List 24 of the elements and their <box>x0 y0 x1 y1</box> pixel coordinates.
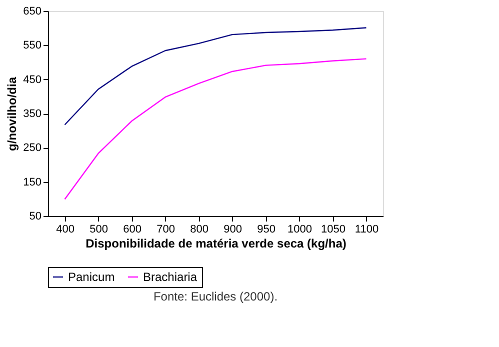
y-tick-label: 350 <box>23 108 42 120</box>
y-tick-label: 250 <box>23 142 42 154</box>
x-tick-label: 400 <box>56 224 74 236</box>
legend-label: Panicum <box>68 270 115 284</box>
x-tick-label: 1050 <box>321 224 346 236</box>
y-axis-title: g/novilho/dia <box>5 76 20 151</box>
x-tick-label: 600 <box>123 224 142 236</box>
x-tick-label: 1100 <box>354 224 379 236</box>
source-note: Fonte: Euclides (2000). <box>153 290 278 304</box>
y-tick-label: 650 <box>23 6 42 18</box>
y-tick-label: 450 <box>23 74 42 86</box>
y-tick-label: 50 <box>29 210 42 222</box>
y-tick-label: 550 <box>23 40 42 52</box>
line-series <box>64 27 367 126</box>
x-tick-label: 800 <box>190 224 208 236</box>
x-tick-label: 1000 <box>288 224 312 236</box>
x-tick-label: 500 <box>90 224 108 236</box>
x-axis-title: Disponibilidade de matéria verde seca (kg/ha) <box>86 236 346 250</box>
legend-label: Brachiaria <box>143 270 198 284</box>
x-tick-label: 700 <box>156 224 175 236</box>
x-tick-label: 900 <box>224 224 242 236</box>
line-series <box>64 58 367 200</box>
y-tick-label: 150 <box>23 176 42 188</box>
x-tick-label: 950 <box>257 224 276 236</box>
